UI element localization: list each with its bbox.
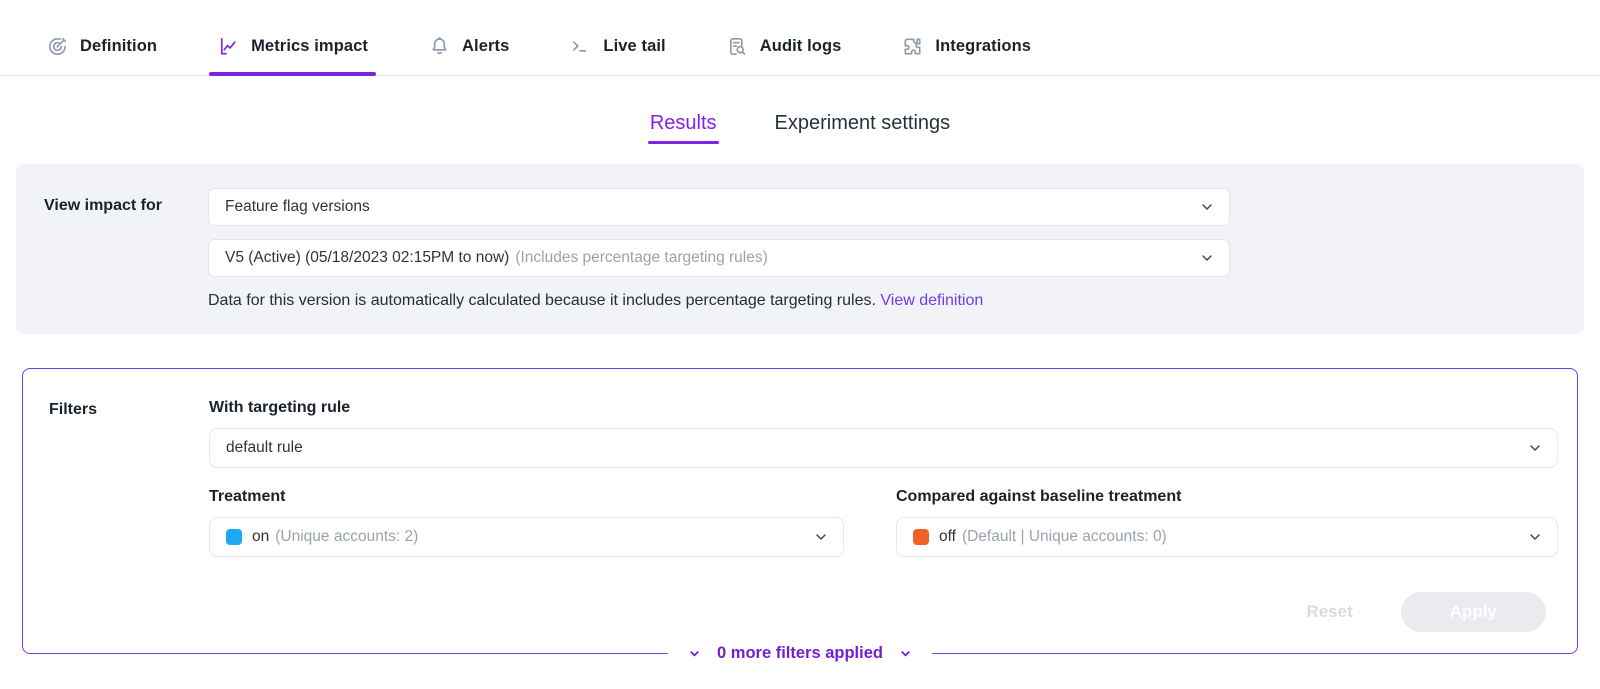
flag-version-value: V5 (Active) (05/18/2023 02:15PM to now) [225,249,510,266]
treatment-label: Treatment [209,488,286,505]
version-note-text: Data for this version is automatically c… [208,292,876,309]
filters-title: Filters [49,401,98,418]
more-filters-row: 0 more filters applied [23,639,1577,667]
targeting-rule-dropdown[interactable]: default rule [209,428,1558,468]
baseline-value: off [939,528,956,545]
chevron-down-icon [1202,204,1212,210]
tab-definition[interactable]: Definition [38,24,165,75]
line-chart-icon [221,38,236,55]
filters-actions: Reset Apply [209,592,1558,632]
treatment-value-muted: (Unique accounts: 2) [275,528,419,545]
metrics-impact-subtabs: Results Experiment settings [0,112,1600,144]
baseline-treatment-dropdown[interactable]: off (Default | Unique accounts: 0) [896,517,1558,557]
terminal-icon [573,41,587,52]
subtab-experiment-settings[interactable]: Experiment settings [774,112,951,134]
tab-label: Live tail [603,37,666,55]
chevron-down-icon [901,650,910,656]
tab-label: Metrics impact [251,37,369,55]
baseline-column: Compared against baseline treatment off … [896,488,1558,557]
puzzle-icon [904,38,921,55]
baseline-value-muted: (Default | Unique accounts: 0) [961,528,1167,545]
treatment-on-swatch [226,529,242,545]
tab-label: Definition [80,37,158,55]
apply-button[interactable]: Apply [1400,592,1546,632]
baseline-label: Compared against baseline treatment [896,488,1182,505]
reset-button[interactable]: Reset [1306,602,1353,621]
targeting-rule-value: default rule [226,439,303,456]
more-filters-toggle[interactable]: 0 more filters applied [668,639,932,667]
spacer [44,290,208,310]
treatment-value: on [252,528,270,545]
filters-panel: Filters With targeting rule default rule… [22,368,1578,667]
impact-type-dropdown[interactable]: Feature flag versions [208,188,1230,226]
document-search-icon [729,38,745,55]
chevron-down-icon [816,534,826,540]
chevron-down-icon [1530,534,1540,540]
chevron-down-icon [1530,445,1540,451]
tab-label: Alerts [462,37,510,55]
feature-flag-tabbar: Definition Metrics impact Alerts Live ta… [0,0,1600,76]
treatment-columns: Treatment on (Unique accounts: 2) Compar… [209,488,1558,557]
view-definition-link[interactable]: View definition [880,292,984,309]
tab-audit-logs[interactable]: Audit logs [718,24,850,75]
treatment-off-swatch [913,529,929,545]
spacer [44,239,208,277]
chevron-down-icon [690,650,699,656]
tab-alerts[interactable]: Alerts [420,24,517,75]
tab-label: Integrations [935,37,1032,55]
tab-label: Audit logs [759,37,842,55]
impact-type-value: Feature flag versions [225,198,370,215]
flag-version-value-muted: (Includes percentage targeting rules) [515,249,768,266]
tab-live-tail[interactable]: Live tail [561,24,673,75]
version-note: Data for this version is automatically c… [208,290,1230,310]
tab-integrations[interactable]: Integrations [893,24,1039,75]
targeting-rule-label: With targeting rule [209,399,351,416]
more-filters-label: 0 more filters applied [717,643,883,662]
view-impact-panel: View impact for Feature flag versions V5… [16,164,1584,334]
chevron-down-icon [1202,255,1212,261]
subtab-results[interactable]: Results [647,112,719,144]
filters-body: With targeting rule default rule Treatme… [209,399,1558,653]
flag-version-dropdown[interactable]: V5 (Active) (05/18/2023 02:15PM to now) … [208,239,1230,277]
view-impact-label: View impact for [44,197,162,214]
treatment-dropdown[interactable]: on (Unique accounts: 2) [209,517,844,557]
tab-metrics-impact[interactable]: Metrics impact [209,24,376,76]
target-pen-icon [49,37,67,55]
treatment-column: Treatment on (Unique accounts: 2) [209,488,844,557]
bell-icon [432,37,447,55]
